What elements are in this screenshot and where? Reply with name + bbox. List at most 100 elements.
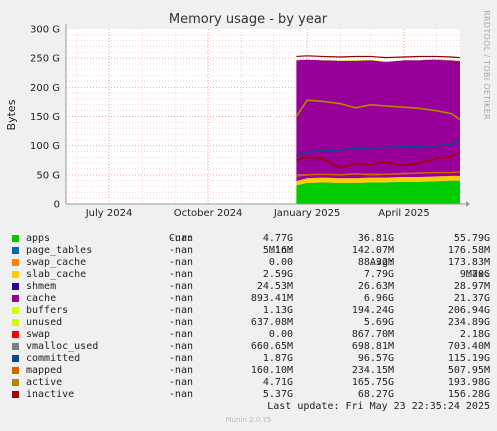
legend-name: shmem <box>26 281 57 292</box>
legend-avg: 698.81M <box>351 341 394 352</box>
legend-row-inactive: inactive -nan 5.37G 68.27G 156.28G <box>12 389 490 401</box>
legend-max: 193.98G <box>447 377 490 388</box>
legend-name: page_tables <box>26 245 93 256</box>
legend-cur: -nan <box>168 293 193 304</box>
area-swap_cache <box>296 180 460 186</box>
area-apps <box>296 180 460 204</box>
legend-max: 234.89G <box>447 317 490 328</box>
legend-max: 507.95M <box>447 365 490 376</box>
last-update: Last update: Fri May 23 22:35:24 2025 <box>267 401 490 412</box>
legend-row-active: active -nan 4.71G 165.75G 193.98G <box>12 377 490 389</box>
area-slab_cache <box>296 175 460 186</box>
legend-cur: -nan <box>168 257 193 268</box>
legend-max: 703.40M <box>447 341 490 352</box>
legend-avg: 234.15M <box>351 365 394 376</box>
legend-max: 28.97M <box>453 281 490 292</box>
chart-title: Memory usage - by year <box>169 12 328 27</box>
y-tick-label: 250 G <box>30 54 60 65</box>
legend-min: 2.59G <box>262 269 293 280</box>
legend-name: apps <box>26 233 51 244</box>
y-tick-label: 100 G <box>30 141 60 152</box>
legend-avg: 142.07M <box>351 245 394 256</box>
legend-max: 55.79G <box>453 233 490 244</box>
legend: Cur: Min: Avg: Max: apps -nan 4.77G 36.81G 5… <box>12 221 490 401</box>
legend-name: committed <box>26 353 81 364</box>
legend-swatch <box>12 367 19 374</box>
legend-swatch <box>12 319 19 326</box>
legend-max: 206.94G <box>447 305 490 316</box>
legend-cur: -nan <box>168 365 193 376</box>
legend-cur: -nan <box>168 317 193 328</box>
legend-name: swap_cache <box>26 257 87 268</box>
legend-cur: -nan <box>168 377 193 388</box>
legend-min: 24.53M <box>256 281 293 292</box>
legend-name: active <box>26 377 63 388</box>
line-committed <box>296 139 461 157</box>
legend-max: 176.58M <box>447 245 490 256</box>
legend-cur: -nan <box>168 341 193 352</box>
legend-avg: 26.63M <box>357 281 394 292</box>
legend-name: slab_cache <box>26 269 87 280</box>
legend-name: inactive <box>26 389 75 400</box>
legend-swatch <box>12 295 19 302</box>
legend-row-slab_cache: slab_cache -nan 2.59G 7.79G 9.70G <box>12 269 490 281</box>
legend-avg: 68.27G <box>357 389 394 400</box>
x-tick-label: January 2025 <box>273 208 341 219</box>
legend-swatch <box>12 391 19 398</box>
line-series <box>295 99 461 177</box>
legend-min: 893.41M <box>250 293 293 304</box>
legend-swatch <box>12 235 19 242</box>
legend-avg: 6.96G <box>363 293 394 304</box>
legend-swatch <box>12 271 19 278</box>
legend-row-buffers: buffers -nan 1.13G 194.24G 206.94G <box>12 305 490 317</box>
legend-max: 9.70G <box>459 269 490 280</box>
legend-row-cache: cache -nan 893.41M 6.96G 21.37G <box>12 293 490 305</box>
y-tick-label: 300 G <box>30 25 60 36</box>
header-avg: Avg: <box>369 257 394 268</box>
legend-cur: -nan <box>168 389 193 400</box>
header-min: Min: <box>268 245 293 256</box>
header-max: Max: <box>465 269 490 280</box>
legend-row-shmem: shmem -nan 24.53M 26.63M 28.97M <box>12 281 490 293</box>
legend-rows: apps -nan 4.77G 36.81G 55.79G page_tables -nan… <box>12 233 490 401</box>
legend-cur: -nan <box>168 233 193 244</box>
legend-max: 21.37G <box>453 293 490 304</box>
legend-cur: -nan <box>168 329 193 340</box>
legend-min: 5.37G <box>262 389 293 400</box>
legend-avg: 165.75G <box>351 377 394 388</box>
y-tick-label: 50 G <box>36 170 60 181</box>
legend-name: swap <box>26 329 51 340</box>
legend-name: vmalloc_used <box>26 341 99 352</box>
area-top-edge <box>296 55 461 59</box>
legend-row-swap_cache: swap_cache -nan 0.00 88.32M 173.83M <box>12 257 490 269</box>
y-tick-label: 150 G <box>30 112 60 123</box>
x-tick-label: July 2024 <box>85 208 133 219</box>
area-page_tables <box>296 180 460 186</box>
line-inactive <box>296 151 461 169</box>
legend-swatch <box>12 247 19 254</box>
legend-name: unused <box>26 317 63 328</box>
x-axis-arrow <box>466 201 470 207</box>
legend-min: 5.16M <box>262 245 293 256</box>
legend-min: 1.13G <box>262 305 293 316</box>
legend-swatch <box>12 259 19 266</box>
legend-min: 637.08M <box>250 317 293 328</box>
y-tick-labels: 0 50 G 100 G 150 G 200 G 250 G 300 G <box>30 25 60 211</box>
legend-cur: -nan <box>168 305 193 316</box>
legend-min: 4.71G <box>262 377 293 388</box>
legend-name: mapped <box>26 365 63 376</box>
header-cur: Cur: <box>168 233 193 244</box>
legend-row-mapped: mapped -nan 160.10M 234.15M 507.95M <box>12 365 490 377</box>
legend-min: 0.00 <box>268 329 293 340</box>
legend-avg: 7.79G <box>363 269 394 280</box>
legend-max: 173.83M <box>447 257 490 268</box>
legend-row-committed: committed -nan 1.87G 96.57G 115.19G <box>12 353 490 365</box>
legend-swatch <box>12 343 19 350</box>
legend-avg: 96.57G <box>357 353 394 364</box>
legend-swatch <box>12 283 19 290</box>
legend-swatch <box>12 355 19 362</box>
munin-version: Munin 2.0.75 <box>225 416 272 424</box>
rrdtool-credit: RRDTOOL / TOBI OETIKER <box>482 10 491 120</box>
y-tick-label: 200 G <box>30 83 60 94</box>
